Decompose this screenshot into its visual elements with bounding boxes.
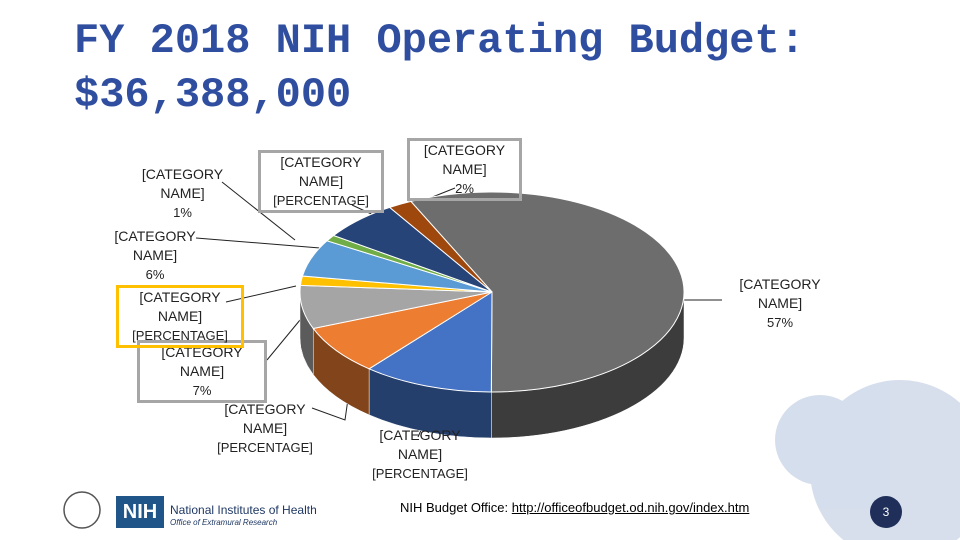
nih-logo-text: NIH [122, 501, 158, 523]
leader-line [195, 237, 321, 249]
data-label: [CATEGORY NAME] 57% [725, 275, 835, 332]
institute: National Institutes of Health [170, 503, 317, 517]
data-label: [CATEGORY NAME] [PERCENTAGE] [116, 285, 244, 348]
percentage-label: [PERCENTAGE] [273, 193, 369, 208]
word-cloud-shape [775, 395, 865, 485]
category-label: [CATEGORY NAME] [114, 228, 196, 263]
category-label: [CATEGORY NAME] [423, 142, 506, 177]
percentage-label: 6% [145, 267, 165, 282]
percentage-label: 1% [173, 205, 192, 220]
data-label: [CATEGORY NAME] 7% [137, 340, 267, 403]
category-label: [CATEGORY NAME] [224, 401, 306, 436]
category-label: [CATEGORY NAME] [139, 289, 221, 324]
category-label: [CATEGORY NAME] [141, 166, 224, 201]
category-label: [CATEGORY NAME] [379, 427, 461, 462]
data-label: [CATEGORY NAME] [PERCENTAGE] [212, 400, 318, 457]
data-label: [CATEGORY NAME] 1% [130, 165, 235, 222]
category-label: [CATEGORY NAME] [739, 276, 821, 311]
leader-line [225, 285, 297, 303]
percentage-label: [PERCENTAGE] [217, 440, 313, 455]
office: Office of Extramural Research [170, 518, 278, 527]
leader-line [266, 319, 301, 361]
slice [388, 200, 493, 293]
percentage-label: 57% [766, 315, 794, 330]
percentage-label: 7% [192, 383, 212, 398]
slice [312, 291, 493, 370]
category-label: [CATEGORY NAME] [161, 344, 243, 379]
percentage-label: [PERCENTAGE] [132, 328, 228, 343]
word-cloud [775, 380, 960, 540]
category-label: [CATEGORY NAME] [280, 154, 362, 189]
budget-office: NIH Budget Office: http://officeofbudget… [400, 500, 749, 515]
percentage-label: [PERCENTAGE] [372, 466, 468, 481]
data-label: [CATEGORY NAME] [PERCENTAGE] [365, 426, 475, 483]
data-label: [CATEGORY NAME] 6% [100, 227, 210, 284]
page-number: 3 [882, 505, 890, 519]
budget-office-label: NIH Budget Office: [400, 500, 509, 515]
link[interactable]: http://officeofbudget.od.nih.gov/index.h… [511, 500, 750, 515]
slide-title: FY 2018 NIH Operating Budget: $36,388,00… [74, 17, 805, 119]
page-badge [870, 496, 902, 528]
percentage-label: 2% [455, 181, 474, 196]
word-cloud-shape [810, 380, 960, 540]
pie [299, 191, 685, 439]
hhs-logo [63, 491, 101, 529]
data-label: [CATEGORY NAME] 2% [407, 138, 522, 201]
slice [368, 291, 493, 393]
nih-logo [116, 496, 164, 528]
data-label: [CATEGORY NAME] [PERCENTAGE] [258, 150, 384, 213]
slice [409, 191, 685, 393]
